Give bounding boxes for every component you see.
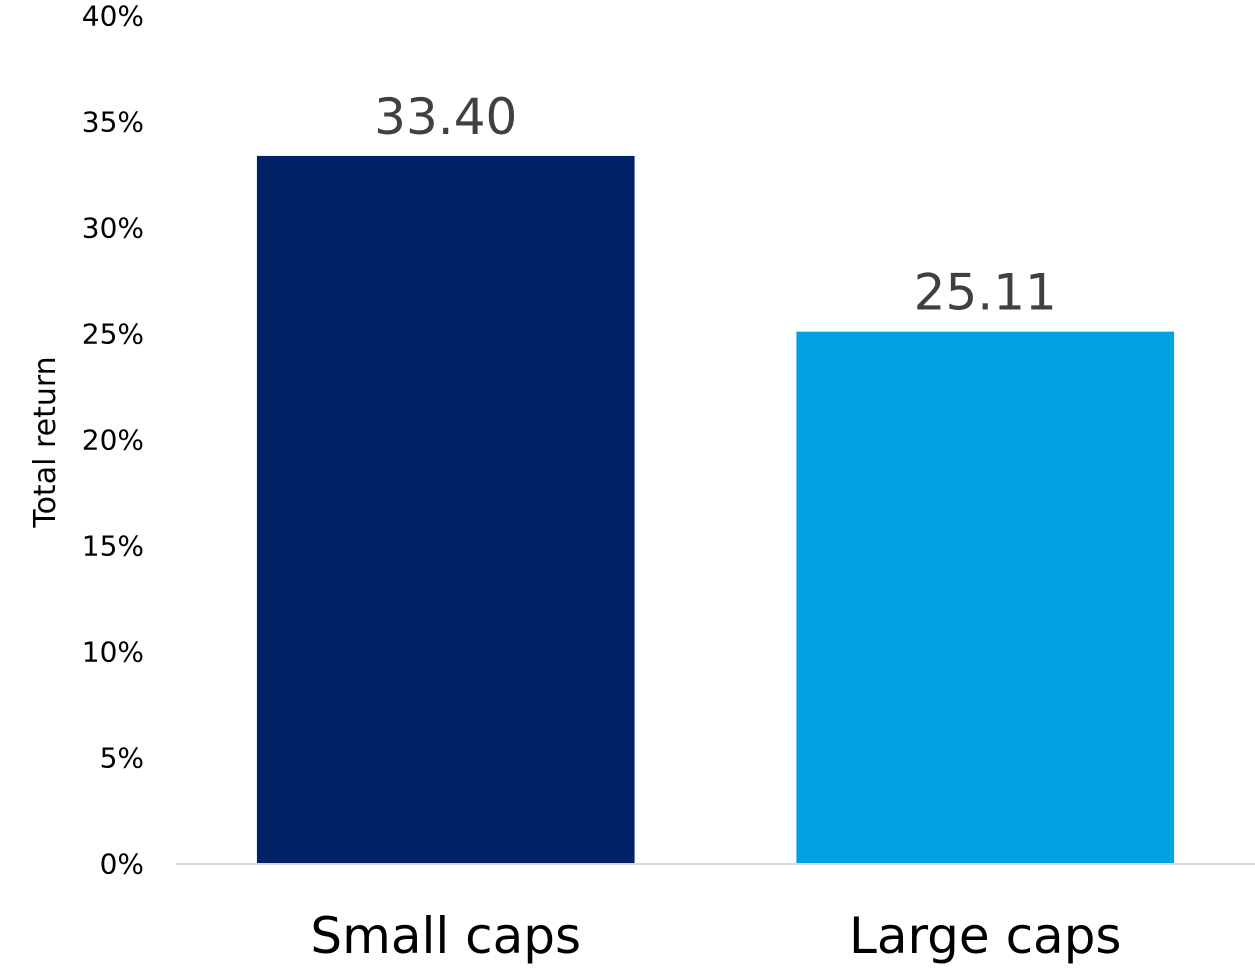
y-tick-label: 30%	[82, 212, 144, 245]
bars	[256, 155, 1175, 865]
x-axis-category-labels: Small caps Large caps	[310, 907, 1121, 965]
y-tick-label: 25%	[82, 318, 144, 351]
y-tick-label: 40%	[82, 0, 144, 33]
y-tick-label: 15%	[82, 530, 144, 563]
data-label: 25.11	[914, 264, 1057, 322]
data-label: 33.40	[374, 88, 517, 146]
y-tick-label: 35%	[82, 106, 144, 139]
x-category-label: Large caps	[849, 907, 1122, 965]
y-tick-label: 0%	[100, 848, 144, 881]
bar	[256, 155, 635, 865]
y-tick-label: 10%	[82, 636, 144, 669]
y-axis-tick-labels: 0% 5% 10% 15% 20% 25% 30% 35% 40%	[82, 0, 144, 881]
bar	[796, 331, 1175, 865]
x-category-label: Small caps	[310, 907, 581, 965]
y-tick-label: 5%	[100, 742, 144, 775]
y-axis-title: Total return	[28, 356, 63, 528]
y-tick-label: 20%	[82, 424, 144, 457]
data-labels: 33.40 25.11	[374, 88, 1057, 322]
